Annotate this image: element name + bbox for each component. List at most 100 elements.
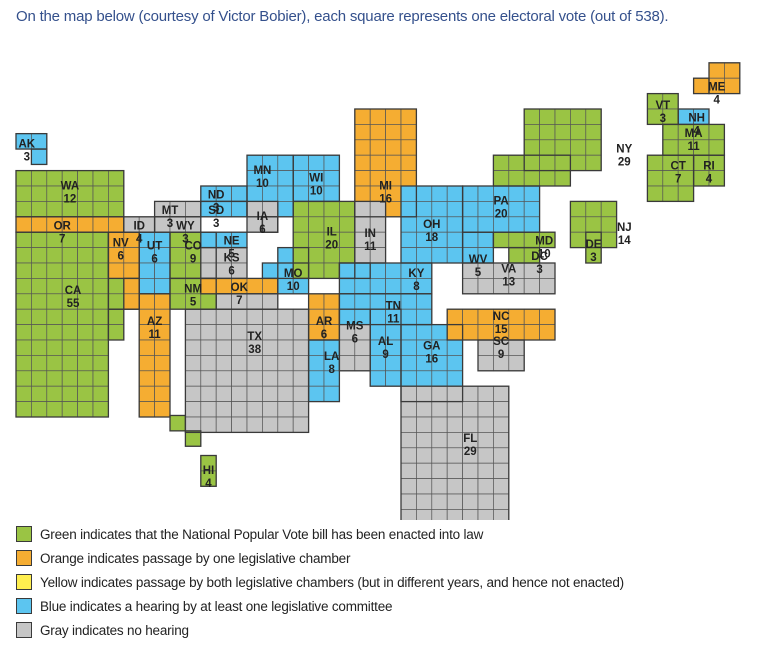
square-oh: [400, 247, 417, 264]
square-nm: [169, 278, 186, 295]
square-ky: [354, 262, 371, 279]
square-md: [493, 231, 510, 248]
legend-item-yellow: Yellow indicates passage by both legisla…: [16, 570, 624, 594]
square-oh: [400, 216, 417, 233]
state-label-il: IL: [327, 227, 337, 239]
state-label-ma: MA: [685, 128, 703, 140]
square-ca: [46, 278, 63, 295]
outline-hi: [200, 454, 217, 487]
state-label-mo: MO: [284, 268, 303, 280]
state-label-md: MD: [535, 236, 553, 248]
square-ny: [523, 139, 540, 156]
square-mi: [385, 154, 402, 171]
square-tx: [231, 339, 248, 356]
square-ga: [416, 324, 433, 341]
legend-text-orange: Orange indicates passage by one legislat…: [40, 550, 351, 566]
square-wa: [31, 185, 48, 202]
state-label-hi: HI: [203, 465, 215, 477]
state-ev-ms: 6: [352, 333, 358, 345]
state-ev-sc: 9: [498, 349, 504, 361]
square-fl: [462, 493, 479, 510]
square-ma: [662, 124, 679, 141]
state-label-ne: NE: [224, 236, 240, 248]
state-ev-ne: 5: [228, 249, 235, 261]
state-ev-mi: 16: [379, 193, 392, 205]
square-fl: [446, 432, 463, 449]
square-ca: [31, 355, 48, 372]
square-ny: [523, 170, 540, 187]
square-ca: [31, 401, 48, 418]
legend-text-gray: Gray indicates no hearing: [40, 622, 189, 638]
square-pa: [523, 185, 540, 202]
square-or: [31, 216, 48, 233]
outline-ca: [107, 308, 125, 341]
state-ev-sd: 3: [213, 218, 219, 230]
square-ca: [61, 324, 78, 341]
square-il: [308, 262, 325, 279]
square-fl: [493, 478, 510, 495]
square-fl: [446, 385, 463, 402]
square-tx: [215, 308, 232, 325]
square-ga: [400, 355, 417, 372]
square-nc: [523, 308, 540, 325]
state-ev-nv: 6: [117, 250, 123, 262]
state-label-mn: MN: [253, 165, 271, 177]
square-ca: [15, 370, 32, 387]
outline-ny: [492, 154, 572, 187]
square-ok: [200, 278, 217, 295]
square-mo: [262, 262, 279, 279]
state-ev-me: 4: [713, 95, 720, 107]
square-nc: [462, 308, 479, 325]
square-fl: [477, 385, 494, 402]
square-tx: [246, 355, 263, 372]
state-ev-nd: 3: [213, 203, 219, 215]
square-mi: [369, 124, 386, 141]
square-al: [385, 370, 402, 387]
square-ca: [46, 339, 63, 356]
square-ca: [15, 262, 32, 279]
square-nj: [585, 216, 602, 233]
legend-text-green: Green indicates that the National Popula…: [40, 526, 484, 542]
square-ky: [339, 278, 356, 295]
square-fl: [477, 416, 494, 433]
square-sd: [231, 201, 248, 218]
square-ny: [539, 124, 556, 141]
square-pa: [508, 216, 525, 233]
square-wi: [308, 154, 325, 171]
square-nj: [570, 216, 587, 233]
state-ev-ma: 11: [688, 141, 701, 153]
square-ca: [61, 355, 78, 372]
square-fl: [431, 509, 448, 520]
square-ca: [15, 247, 32, 264]
state-ev-ak: 3: [24, 152, 30, 164]
square-az: [154, 339, 171, 356]
square-fl: [400, 462, 417, 479]
state-label-sc: SC: [493, 336, 509, 348]
square-ma: [708, 124, 725, 141]
square-mi: [400, 124, 417, 141]
square-ut: [138, 278, 155, 295]
square-nj: [585, 201, 602, 218]
square-nj: [570, 231, 587, 248]
square-mi: [354, 108, 371, 125]
square-ct: [677, 185, 694, 202]
square-tx: [215, 324, 232, 341]
square-nc: [446, 324, 463, 341]
square-mi: [369, 154, 386, 171]
square-ok: [246, 278, 263, 295]
square-me: [708, 62, 725, 79]
square-fl: [431, 447, 448, 464]
square-tx: [277, 308, 294, 325]
square-ca: [46, 262, 63, 279]
square-va: [462, 278, 479, 295]
square-il: [339, 247, 356, 264]
state-ev-md: 10: [538, 249, 551, 261]
square-ca: [46, 247, 63, 264]
square-ne: [200, 231, 217, 248]
square-md: [508, 231, 525, 248]
square-me: [693, 77, 710, 94]
square-wa: [92, 201, 109, 218]
square-tn: [339, 293, 356, 310]
state-label-az: AZ: [147, 316, 162, 328]
square-nm: [169, 293, 186, 310]
